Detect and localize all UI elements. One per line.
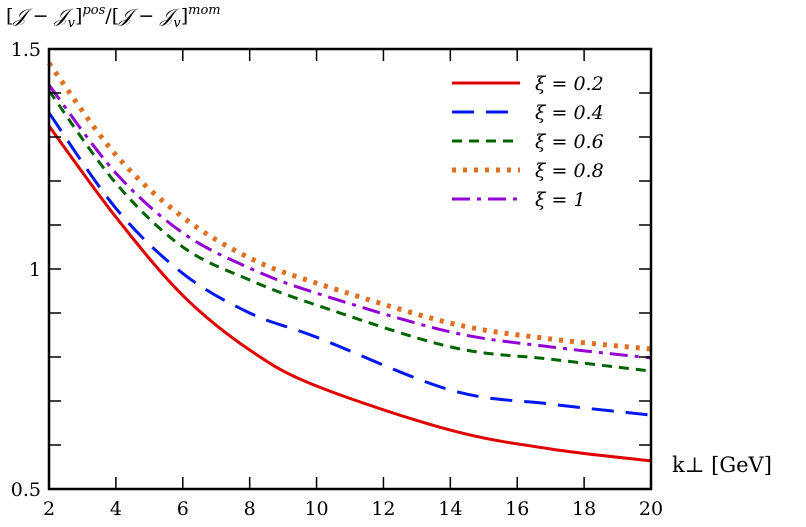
x-tick-label: 8 (244, 498, 256, 520)
y-tick-label: 0.5 (11, 479, 41, 501)
series-line-0 (47, 125, 652, 463)
legend: ξ = 0.2 ξ = 0.4 ξ = 0.6 ξ = 0.8 ξ = 1 (452, 73, 604, 211)
x-tick-label: 14 (438, 498, 462, 520)
legend-label: ξ = 0.2 (535, 73, 604, 95)
series-line-4 (47, 84, 652, 360)
x-tick-label: 10 (304, 498, 328, 520)
x-tick-label: 20 (639, 498, 663, 520)
y-axis-label: [𝒥 − 𝒥v]pos/[𝒥 − 𝒥v]mom (6, 3, 221, 31)
x-tick-label: 18 (572, 498, 596, 520)
x-tick-label: 12 (371, 498, 395, 520)
legend-label: ξ = 0.8 (535, 160, 604, 182)
y-tick-label: 1 (29, 259, 41, 281)
x-tick-label: 6 (177, 498, 189, 520)
series-line-3 (46, 61, 652, 352)
plot-frame (47, 47, 653, 491)
x-tick-label: 16 (505, 498, 529, 520)
y-tick-label: 1.5 (11, 39, 41, 61)
series-line-1 (47, 111, 652, 417)
legend-label: ξ = 0.6 (535, 131, 604, 153)
legend-label: ξ = 1 (535, 189, 586, 211)
series-line-2 (47, 89, 652, 373)
legend-label: ξ = 0.4 (535, 102, 604, 124)
x-axis-label: k⊥ [GeV] (672, 453, 772, 477)
x-tick-label: 2 (43, 498, 55, 520)
x-tick-label: 4 (110, 498, 122, 520)
